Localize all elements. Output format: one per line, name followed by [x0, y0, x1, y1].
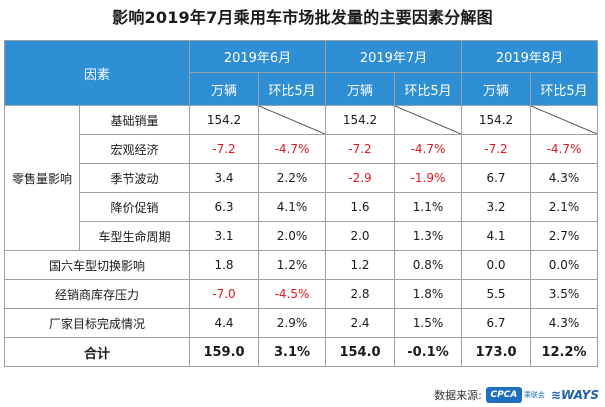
table-row: 零售量影响 基础销量 154.2 154.2 154.2 — [4, 105, 598, 251]
value-cell: 2.0 — [325, 221, 395, 251]
value-cell: 3.5% — [530, 279, 598, 309]
row-label: 宏观经济 — [79, 134, 190, 164]
value-cell: 4.1 — [461, 221, 531, 251]
source-footer: 数据来源: CPCA 乘联会 ≋WAYS — [434, 387, 599, 403]
value-cell: 154.2 — [325, 105, 395, 135]
value-cell: 159.0 — [189, 337, 259, 367]
value-cell: 1.6 — [325, 192, 395, 222]
value-cell: 154.2 — [189, 105, 259, 135]
value-cell: -4.7% — [394, 134, 462, 164]
table-row: 宏观经济 -7.2 -4.7% -7.2 -4.7% -7.2 -4.7% — [5, 134, 598, 164]
row-label: 合计 — [4, 337, 190, 367]
value-cell — [394, 105, 462, 135]
value-cell: -1.9% — [394, 163, 462, 193]
month-header-july: 2019年7月 — [325, 40, 462, 73]
value-cell: 3.4 — [189, 163, 259, 193]
row-label: 厂家目标完成情况 — [4, 308, 190, 338]
sub-header: 万辆 — [461, 72, 531, 106]
value-cell: 0.0 — [461, 250, 531, 280]
value-cell: -4.7% — [530, 134, 598, 164]
table-row: 季节波动 3.4 2.2% -2.9 -1.9% 6.7 4.3% — [5, 163, 598, 193]
total-row: 合计 159.0 3.1% 154.0 -0.1% 173.0 12.2% — [4, 337, 598, 367]
header-row-months: 因素 2019年6月 2019年7月 2019年8月 — [4, 40, 598, 106]
diagonal-slash — [395, 106, 461, 134]
value-cell — [530, 105, 598, 135]
value-cell: 0.8% — [394, 250, 462, 280]
value-cell: 6.3 — [189, 192, 259, 222]
value-cell: 3.1 — [189, 221, 259, 251]
value-cell: 2.7% — [530, 221, 598, 251]
header-row-sub: 万辆 环比5月 万辆 环比5月 万辆 环比5月 — [5, 72, 598, 106]
value-cell: 6.7 — [461, 163, 531, 193]
diagonal-slash — [531, 106, 597, 134]
value-cell: 154.2 — [461, 105, 531, 135]
value-cell: 2.8 — [325, 279, 395, 309]
value-cell: -7.0 — [189, 279, 259, 309]
table-row: 车型生命周期 3.1 2.0% 2.0 1.3% 4.1 2.7% — [5, 221, 598, 251]
value-cell: 1.2 — [325, 250, 395, 280]
value-cell: 12.2% — [530, 337, 598, 367]
value-cell: 1.1% — [394, 192, 462, 222]
value-cell: 1.8% — [394, 279, 462, 309]
value-cell: -4.7% — [258, 134, 326, 164]
source-label: 数据来源: — [434, 389, 482, 402]
value-cell — [258, 105, 326, 135]
value-cell: 3.1% — [258, 337, 326, 367]
table-row: 国六车型切换影响 1.8 1.2% 1.2 0.8% 0.0 0.0% — [4, 250, 598, 280]
value-cell: 5.5 — [461, 279, 531, 309]
table-row: 厂家目标完成情况 4.4 2.9% 2.4 1.5% 6.7 4.3% — [4, 308, 598, 338]
sub-header: 环比5月 — [530, 72, 598, 106]
value-cell: 2.9% — [258, 308, 326, 338]
group-label: 零售量影响 — [4, 105, 80, 251]
value-cell: -4.5% — [258, 279, 326, 309]
page-title: 影响2019年7月乘用车市场批发量的主要因素分解图 — [112, 8, 493, 27]
value-cell: -7.2 — [189, 134, 259, 164]
row-label: 季节波动 — [79, 163, 190, 193]
value-cell: -7.2 — [461, 134, 531, 164]
value-cell: 3.2 — [461, 192, 531, 222]
value-cell: 1.5% — [394, 308, 462, 338]
diagonal-slash — [259, 106, 325, 134]
row-label: 基础销量 — [79, 105, 190, 135]
table-row: 经销商库存压力 -7.0 -4.5% 2.8 1.8% 5.5 3.5% — [4, 279, 598, 309]
row-label: 国六车型切换影响 — [4, 250, 190, 280]
factor-table: 因素 2019年6月 2019年7月 2019年8月 万辆 环比5月 万辆 环比… — [4, 40, 598, 367]
cpca-logo: CPCA 乘联会 — [485, 387, 545, 403]
value-cell: 2.4 — [325, 308, 395, 338]
row-label: 降价促销 — [79, 192, 190, 222]
value-cell: 2.0% — [258, 221, 326, 251]
value-cell: -7.2 — [325, 134, 395, 164]
month-header-june: 2019年6月 — [189, 40, 326, 73]
sub-header: 环比5月 — [394, 72, 462, 106]
table-row: 降价促销 6.3 4.1% 1.6 1.1% 3.2 2.1% — [5, 192, 598, 222]
value-cell: 4.3% — [530, 163, 598, 193]
value-cell: -2.9 — [325, 163, 395, 193]
row-label: 车型生命周期 — [79, 221, 190, 251]
sub-header: 环比5月 — [258, 72, 326, 106]
value-cell: 0.0% — [530, 250, 598, 280]
row-label: 经销商库存压力 — [4, 279, 190, 309]
ways-logo: ≋WAYS — [550, 388, 599, 402]
month-header-august: 2019年8月 — [461, 40, 598, 73]
factor-header: 因素 — [4, 40, 190, 106]
value-cell: 4.4 — [189, 308, 259, 338]
sub-header: 万辆 — [189, 72, 259, 106]
value-cell: 4.3% — [530, 308, 598, 338]
value-cell: -0.1% — [394, 337, 462, 367]
value-cell: 2.1% — [530, 192, 598, 222]
value-cell: 173.0 — [461, 337, 531, 367]
value-cell: 1.8 — [189, 250, 259, 280]
sub-header: 万辆 — [325, 72, 395, 106]
value-cell: 1.2% — [258, 250, 326, 280]
value-cell: 154.0 — [325, 337, 395, 367]
value-cell: 4.1% — [258, 192, 326, 222]
value-cell: 1.3% — [394, 221, 462, 251]
value-cell: 6.7 — [461, 308, 531, 338]
value-cell: 2.2% — [258, 163, 326, 193]
